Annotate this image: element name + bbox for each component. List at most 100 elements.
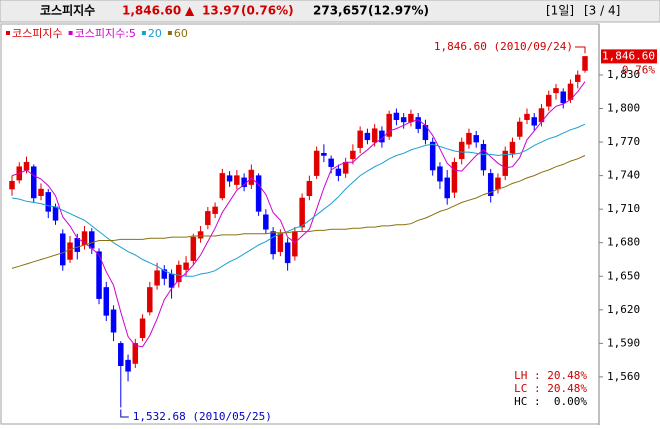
candle-body [277, 233, 284, 252]
candle-body [335, 168, 342, 176]
y-tick-label: 1,680 [607, 236, 640, 249]
candle-body [495, 177, 501, 190]
candle-body [60, 233, 66, 266]
candle-body [393, 112, 400, 120]
candle-body [437, 166, 443, 182]
last-price: 1,846.60 [602, 49, 655, 62]
candle-body [89, 231, 95, 249]
candle-body [415, 117, 421, 129]
candle-body [299, 197, 305, 228]
candle-body [38, 188, 44, 196]
candle-body [574, 74, 581, 82]
arrow: ▲ [185, 4, 195, 18]
candle-body [118, 343, 124, 366]
candle-body [429, 141, 436, 171]
y-tick-label: 1,620 [607, 303, 640, 316]
legend-swatch [6, 31, 10, 35]
candle-body [168, 273, 175, 288]
candle-body [371, 128, 378, 143]
moving-average [11, 123, 586, 277]
candle-body [386, 113, 392, 137]
candle-body [408, 113, 414, 123]
candle-body [45, 192, 52, 212]
candle-body [516, 121, 523, 137]
volume: 273,657 [313, 4, 368, 18]
period[interactable]: [1일] [546, 4, 574, 18]
candle-body [342, 161, 349, 174]
candle-body [263, 214, 269, 230]
legend-label: 60 [174, 27, 188, 40]
candle-body [176, 264, 182, 283]
candle-body [306, 180, 313, 196]
y-tick-label: 1,710 [607, 202, 640, 215]
candle-body [582, 56, 588, 71]
min-pointer [120, 409, 129, 418]
candle-body [255, 175, 262, 212]
candle-body [52, 206, 59, 221]
candle-body [502, 150, 508, 176]
change-pct: (0.76%) [241, 4, 294, 18]
candle-body [205, 211, 211, 226]
y-tick-label: 1,650 [607, 269, 640, 282]
legend-label: 코스피지수:5 [75, 27, 136, 40]
candle-body [67, 242, 73, 260]
max-pointer [575, 46, 586, 54]
legend-swatch [167, 31, 172, 35]
candle-body [161, 269, 168, 279]
candle-body [31, 166, 37, 199]
candle-body [313, 150, 320, 176]
y-tick-label: 1,590 [607, 336, 640, 349]
candle-body [444, 177, 450, 199]
candle-body [531, 117, 537, 126]
candle-body [74, 237, 81, 252]
candle-body [350, 150, 356, 160]
candle-body [219, 173, 226, 199]
index-name: 코스피지수 [40, 3, 95, 18]
candle-body [132, 343, 139, 364]
candle-body [560, 91, 566, 104]
candle-body [226, 175, 233, 182]
candle-body [9, 180, 15, 190]
candle-body [545, 94, 552, 107]
price: 1,846.60 [122, 4, 181, 18]
legend-swatch [141, 31, 146, 35]
candle-body [466, 132, 472, 145]
stat-label: LC : 20.48% [514, 382, 587, 395]
max-label: 1,846.60 (2010/09/24) [434, 40, 573, 53]
page[interactable]: [3 / 4] [584, 4, 620, 18]
y-tick-label: 1,830 [607, 68, 640, 81]
candle-body [553, 88, 559, 94]
header-bar [0, 0, 660, 23]
candle-body [197, 231, 204, 239]
candle-body [96, 251, 102, 299]
last-change: 0.76% [622, 63, 655, 76]
candle-body [110, 309, 117, 333]
y-tick-label: 1,560 [607, 370, 640, 383]
candle-body [400, 117, 407, 123]
candle-body [147, 287, 153, 313]
candle-body [451, 161, 458, 193]
last-price-box [601, 49, 657, 64]
candle-body [270, 231, 276, 255]
moving-average [11, 81, 586, 348]
candle-body [321, 153, 327, 156]
candle-body [357, 130, 363, 148]
y-tick-label: 1,800 [607, 102, 640, 115]
candle-body [103, 287, 110, 316]
candle-body [154, 270, 160, 286]
candle-body [458, 141, 465, 160]
y-tick-label: 1,740 [607, 169, 640, 182]
legend-swatch [68, 31, 73, 35]
candle-body [473, 135, 479, 143]
moving-average [11, 155, 586, 269]
candle-body [292, 231, 298, 257]
stat-label: HC : 0.00% [514, 395, 587, 408]
candle-body [328, 158, 334, 167]
candle-body [524, 113, 530, 120]
stat-label: LH : 20.48% [514, 369, 587, 382]
change: 13.97 [202, 4, 240, 18]
candle-body [364, 132, 371, 141]
candle-body [509, 141, 516, 154]
